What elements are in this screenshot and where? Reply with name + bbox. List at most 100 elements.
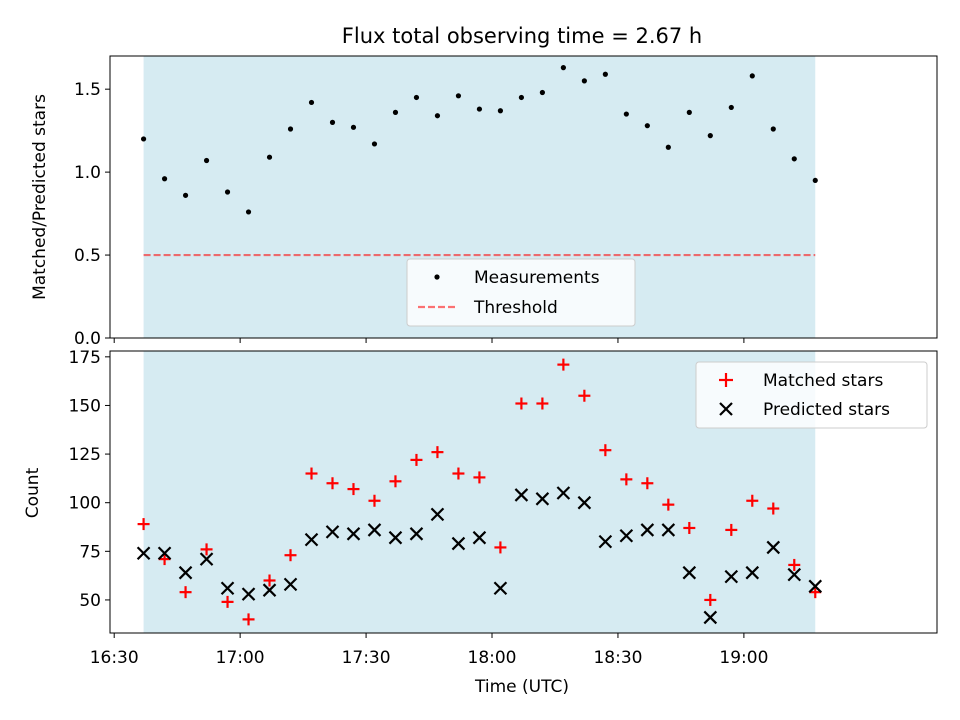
count-y-tick-label: 125 — [69, 445, 101, 465]
matched-star-point — [305, 467, 318, 480]
predicted-star-point — [430, 507, 445, 522]
measurement-point — [329, 119, 336, 125]
predicted-star-point — [640, 523, 655, 537]
measurement-point — [539, 89, 545, 96]
measurement-point — [350, 124, 357, 130]
measurement-point — [560, 65, 566, 71]
measurement-point — [665, 144, 671, 150]
predicted-star-point — [787, 567, 802, 582]
measurement-point — [770, 126, 776, 132]
ratio-legend-box — [406, 258, 636, 327]
ratio-panel: 0.0 0.5 1.0 1.5 Matched/Predicted stars Mea… — [30, 55, 938, 349]
predicted-star-point — [556, 486, 571, 500]
x-axis-label: Time (UTC) — [474, 677, 569, 697]
predicted-star-point — [346, 527, 361, 541]
matched-star-point — [410, 453, 423, 466]
measurement-point — [707, 133, 713, 139]
measurement-point — [392, 109, 399, 115]
count-y-tick-label: 50 — [79, 591, 101, 611]
measurement-point — [644, 123, 650, 129]
ratio-y-ticks: 0.0 0.5 1.0 1.5 — [74, 80, 110, 349]
count-y-ticks: 50 75 100 125 150 175 — [69, 348, 110, 611]
measurement-point — [224, 189, 231, 195]
predicted-star-point — [493, 581, 508, 596]
threshold-legend-label: Threshold — [473, 298, 558, 318]
predicted-legend-marker — [719, 402, 733, 416]
measurement-point — [161, 176, 168, 182]
matched-star-point — [347, 483, 360, 496]
measurement-point — [266, 154, 273, 160]
predicted-star-point — [766, 540, 781, 555]
measurement-point — [182, 192, 189, 198]
matched-star-point — [179, 586, 192, 599]
matched-star-point — [620, 473, 633, 486]
measurement-point — [413, 94, 420, 101]
matched-star-point — [641, 477, 654, 490]
measurements-legend-label: Measurements — [474, 268, 600, 288]
matched-star-point — [494, 541, 507, 554]
matched-star-point — [788, 558, 801, 571]
count-panel: 50 75 100 125 150 175 16:30 17:00 17:30 18:00 18:… — [23, 348, 938, 697]
x-tick-label: 17:00 — [216, 648, 265, 668]
matched-star-point — [389, 475, 402, 488]
predicted-star-point — [598, 534, 613, 549]
count-y-tick-label: 100 — [69, 494, 101, 514]
ratio-y-tick-label: 1.5 — [74, 80, 101, 100]
predicted-star-point — [262, 583, 277, 597]
matched-star-point — [557, 358, 570, 371]
matched-star-point — [515, 397, 528, 410]
matched-star-point — [200, 543, 213, 556]
measurement-point — [812, 177, 818, 184]
x-tick-label: 18:00 — [468, 648, 517, 668]
matched-star-point — [683, 521, 696, 534]
count-legend: Matched stars Predicted stars — [695, 361, 928, 429]
ratio-y-tick-label: 1.0 — [74, 163, 101, 183]
predicted-star-point — [409, 527, 424, 541]
predicted-star-point — [619, 528, 634, 543]
measurement-point — [623, 111, 629, 117]
predicted-star-point — [535, 492, 550, 506]
matched-stars-points — [137, 358, 822, 626]
predicted-star-point — [577, 495, 592, 510]
matched-star-point — [431, 446, 444, 459]
predicted-star-point — [178, 565, 193, 580]
predicted-star-point — [514, 488, 529, 502]
matched-star-point — [221, 595, 234, 608]
measurement-point — [140, 136, 147, 142]
measurement-point — [749, 73, 755, 79]
measurement-points — [140, 65, 818, 215]
measurement-point — [581, 78, 587, 84]
count-y-tick-label: 175 — [69, 348, 101, 368]
x-tick-label: 17:30 — [342, 648, 391, 668]
count-y-axis-label: Count — [23, 467, 43, 518]
measurement-point — [497, 108, 504, 114]
matched-star-point — [242, 613, 255, 626]
ratio-legend: Measurements Threshold — [406, 258, 636, 327]
matched-legend-marker — [719, 373, 733, 387]
predicted-star-point — [808, 579, 823, 594]
matched-star-point — [137, 518, 150, 531]
measurement-point — [434, 113, 441, 119]
predicted-star-point — [388, 530, 403, 545]
predicted-star-point — [703, 610, 718, 625]
matched-star-point — [326, 477, 339, 490]
x-tick-label: 18:30 — [593, 648, 642, 668]
count-y-tick-label: 150 — [69, 396, 101, 416]
chart-title: Flux total observing time = 2.67 h — [342, 24, 702, 48]
predicted-star-point — [157, 546, 172, 561]
ratio-y-axis-label: Matched/Predicted stars — [30, 94, 50, 300]
matched-star-point — [704, 593, 717, 606]
measurement-point — [455, 93, 462, 99]
matched-star-point — [452, 467, 465, 480]
matched-star-point — [725, 523, 738, 536]
matched-star-point — [263, 574, 276, 587]
measurement-point — [308, 99, 315, 106]
predicted-star-point — [745, 565, 760, 580]
count-legend-box — [695, 361, 928, 429]
measurement-point — [686, 109, 692, 115]
count-y-tick-label: 75 — [79, 542, 101, 562]
predicted-star-point — [304, 532, 319, 547]
matched-star-point — [662, 498, 675, 511]
ratio-axes-frame — [109, 55, 938, 339]
